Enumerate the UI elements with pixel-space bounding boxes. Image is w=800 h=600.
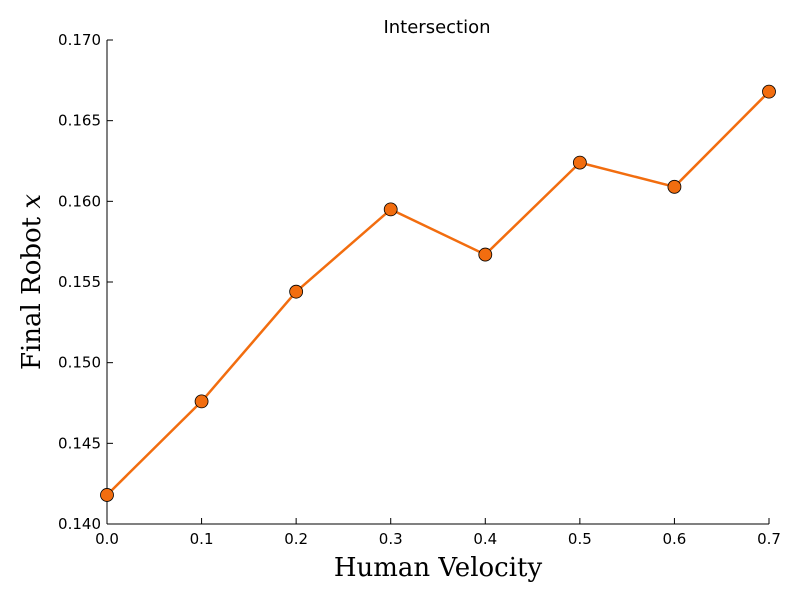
x-axis-label: Human Velocity bbox=[334, 553, 543, 583]
x-tick-label: 0.6 bbox=[662, 530, 686, 548]
x-tick-label: 0.1 bbox=[190, 530, 214, 548]
y-tick-label: 0.140 bbox=[58, 515, 101, 533]
data-point bbox=[100, 488, 114, 502]
x-tick-label: 0.2 bbox=[284, 530, 308, 548]
y-tick-label: 0.160 bbox=[58, 192, 101, 210]
chart-title: Intersection bbox=[383, 17, 490, 38]
x-tick-label: 0.4 bbox=[473, 530, 497, 548]
y-ticks: 0.140 0.145 0.150 0.155 0.160 0.165 0.170 bbox=[58, 31, 113, 533]
y-tick-label: 0.170 bbox=[58, 31, 101, 49]
data-point bbox=[383, 202, 398, 217]
y-axis-label-var: x bbox=[17, 194, 47, 209]
x-tick-label: 0.3 bbox=[379, 530, 403, 548]
x-tick-label: 0.7 bbox=[757, 530, 781, 548]
x-tick-label: 0.0 bbox=[95, 530, 119, 548]
data-point bbox=[194, 394, 209, 409]
y-tick-label: 0.165 bbox=[58, 112, 101, 130]
data-point bbox=[667, 179, 682, 194]
axes bbox=[106, 40, 769, 525]
series-group bbox=[100, 84, 776, 502]
data-point bbox=[762, 84, 776, 99]
x-tick-label: 0.5 bbox=[568, 530, 592, 548]
y-axis-label: Final Robot x bbox=[17, 194, 47, 370]
y-tick-label: 0.145 bbox=[58, 434, 101, 452]
data-point bbox=[289, 284, 304, 299]
y-axis-label-text: Final Robot bbox=[17, 209, 47, 370]
series-line bbox=[106, 90, 770, 496]
y-tick-label: 0.155 bbox=[58, 273, 101, 291]
y-tick-label: 0.150 bbox=[58, 354, 101, 372]
data-point bbox=[478, 247, 493, 262]
x-ticks: 0.0 0.1 0.2 0.3 0.4 0.5 0.6 0.7 bbox=[95, 518, 781, 548]
data-point bbox=[572, 155, 587, 170]
